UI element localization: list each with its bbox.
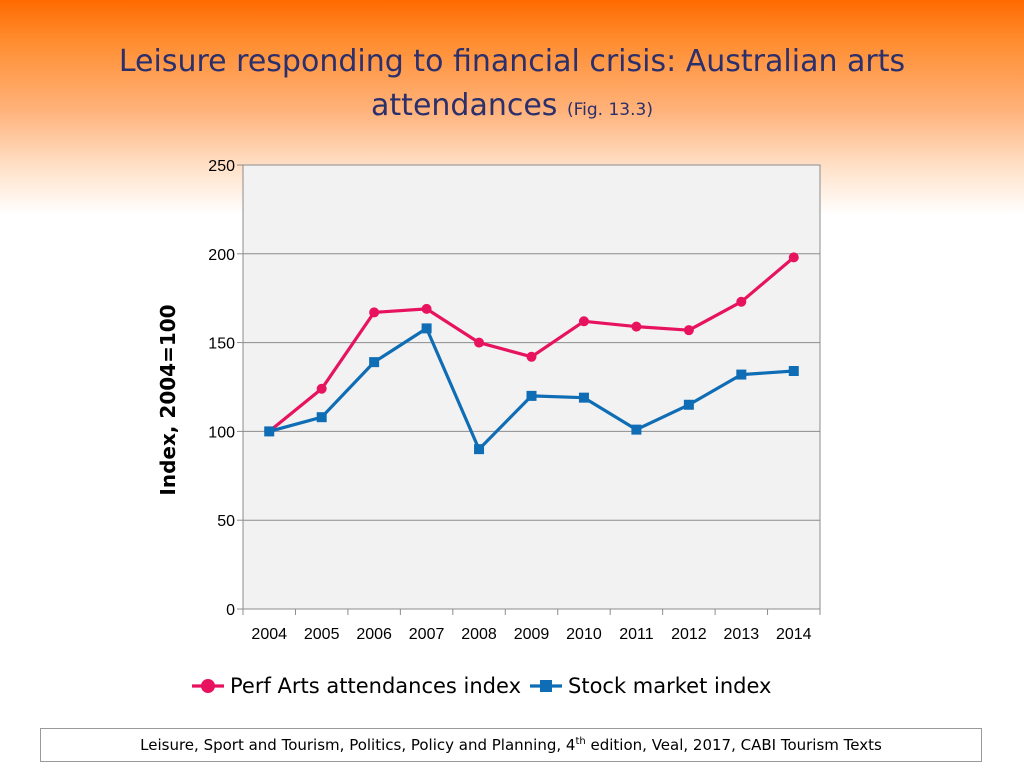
figure-reference: (Fig. 13.3) <box>566 100 653 120</box>
x-tick-label-2013: 2013 <box>724 626 760 643</box>
x-tick-label-2009: 2009 <box>514 626 550 643</box>
series-group <box>264 252 799 455</box>
x-tick-label-2010: 2010 <box>566 626 602 643</box>
series-1-point-2008 <box>474 444 485 455</box>
y-tick-label-100: 100 <box>208 424 235 441</box>
y-tick-label-50: 50 <box>217 513 235 530</box>
plot-area <box>242 164 821 610</box>
series-1-point-2014 <box>788 366 799 377</box>
y-tick-label-0: 0 <box>226 602 235 619</box>
series-1 <box>264 323 799 455</box>
legend: Perf Arts attendances index Stock market … <box>192 674 771 698</box>
series-0-point-2005 <box>316 383 327 394</box>
y-tick-label-200: 200 <box>208 247 235 264</box>
x-tick-label-2012: 2012 <box>671 626 707 643</box>
series-0-point-2006 <box>369 307 380 318</box>
series-1-point-2005 <box>316 412 327 423</box>
series-1-point-2004 <box>264 426 275 437</box>
y-axis-ticks: 0 50 100 150 200 250 <box>208 158 235 619</box>
x-axis-ticks: 2004 2005 2006 2007 2008 2009 2010 2011 2012 2013… <box>251 626 811 643</box>
series-1-point-2009 <box>526 390 537 401</box>
slide-title-line2: attendances (Fig. 13.3) <box>0 84 1024 132</box>
y-tick-label-150: 150 <box>208 336 235 353</box>
x-tick-label-2014: 2014 <box>776 626 812 643</box>
series-0 <box>264 252 799 437</box>
x-tick-label-2008: 2008 <box>461 626 497 643</box>
x-tick-label-2007: 2007 <box>409 626 445 643</box>
citation-footer: Leisure, Sport and Tourism, Politics, Po… <box>40 728 982 762</box>
gridlines <box>243 164 820 521</box>
series-1-point-2011 <box>631 424 642 435</box>
slide-title: Leisure responding to financial crisis: … <box>0 40 1024 132</box>
citation-superscript: th <box>575 736 586 747</box>
series-1-point-2007 <box>421 323 432 334</box>
legend-label-1: Stock market index <box>568 674 771 698</box>
legend-marker-0 <box>201 679 215 693</box>
series-1-point-2010 <box>578 392 589 403</box>
legend-label-0: Perf Arts attendances index <box>230 674 521 698</box>
citation-text: Leisure, Sport and Tourism, Politics, Po… <box>140 736 576 754</box>
legend-marker-1 <box>540 680 552 692</box>
series-0-point-2007 <box>421 303 432 314</box>
series-1-point-2006 <box>369 357 380 368</box>
y-axis-label: Index, 2004=100 <box>156 304 180 495</box>
series-1-point-2012 <box>683 399 694 410</box>
series-0-point-2010 <box>578 316 589 327</box>
citation-text-end: edition, Veal, 2017, CABI Tourism Texts <box>585 736 882 754</box>
axes <box>237 164 821 615</box>
series-0-point-2014 <box>788 252 799 263</box>
slide-title-line1: Leisure responding to financial crisis: … <box>118 44 906 79</box>
y-tick-label-250: 250 <box>208 158 235 175</box>
x-tick-label-2006: 2006 <box>356 626 392 643</box>
x-tick-label-2004: 2004 <box>251 626 287 643</box>
series-0-point-2012 <box>683 325 694 336</box>
series-0-point-2009 <box>526 351 537 362</box>
line-chart: 0 50 100 150 200 250 2004 2005 2006 2007 2008 2009… <box>156 158 821 698</box>
series-0-point-2011 <box>631 321 642 332</box>
series-0-point-2008 <box>474 337 485 348</box>
slide-title-word: attendances <box>371 88 558 123</box>
series-1-point-2013 <box>736 369 747 380</box>
x-tick-label-2005: 2005 <box>304 626 340 643</box>
x-tick-label-2011: 2011 <box>619 626 654 643</box>
series-0-point-2013 <box>736 296 747 307</box>
